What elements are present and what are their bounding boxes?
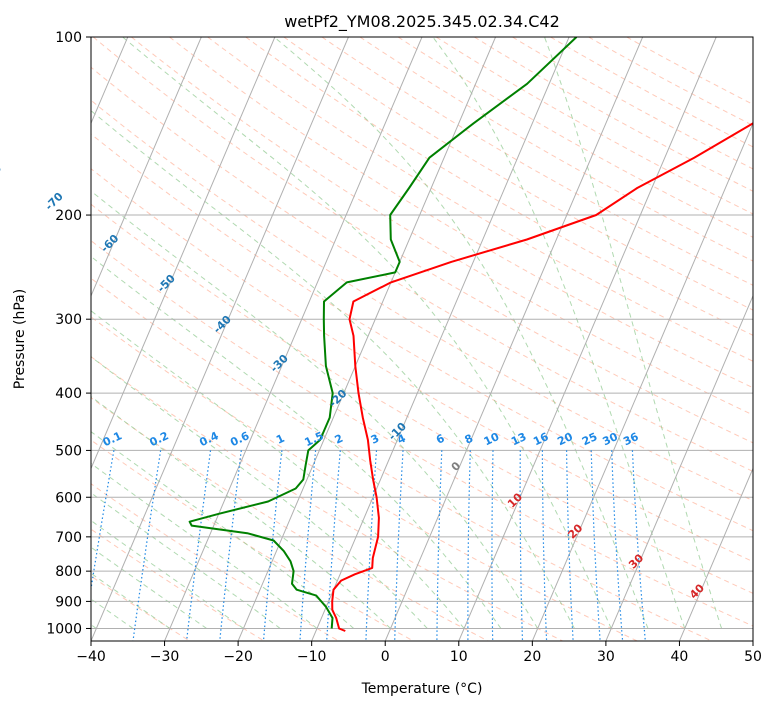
mixing-ratio-line [567,450,574,641]
isotherm-line [91,37,348,641]
y-tick-label: 500 [55,443,82,459]
x-tick-label: 50 [744,649,762,665]
dry-adiabat-line [322,37,775,641]
dry-adiabat-line [131,37,775,641]
x-tick-label: 20 [523,649,541,665]
y-tick-label: 200 [55,208,82,224]
mixing-ratio-label: 0.6 [228,429,251,449]
y-tick-label: 700 [55,530,82,546]
mixing-ratio-line [300,450,316,641]
dry-adiabat-line [512,37,775,641]
isotherm-label: 40 [687,581,707,601]
mixing-ratio-label: 25 [580,430,599,448]
mixing-ratio-line [520,450,522,641]
isotherm-label: -50 [155,272,178,295]
mixing-ratio-line [492,450,493,641]
dry-adiabat-line [360,37,775,641]
background-lines [0,37,775,641]
x-tick-label: −40 [76,649,106,665]
temperature-line [332,37,775,631]
isotherm-label: -20 [326,387,349,410]
x-tick-label: 0 [381,649,390,665]
isotherm-line [238,37,495,641]
mixing-ratio-line [632,450,645,641]
isotherm-label: -30 [268,352,291,375]
mixing-ratio-line [220,450,242,641]
isotherm-label: 10 [505,490,525,510]
isotherm-line [459,37,716,641]
chart-title: wetPf2_YM08.2025.345.02.34.C42 [284,12,560,32]
y-tick-label: 100 [55,30,82,46]
mixing-ratio-label: 0.4 [197,429,220,449]
isotherm-line [312,37,569,641]
mixing-ratio-label: 1 [274,432,286,447]
y-tick-label: 800 [55,564,82,580]
isotherm-line [679,37,775,641]
isotherm-line [385,37,642,641]
x-tick-label: −10 [297,649,327,665]
mixing-ratio-label: 6 [434,432,447,447]
mixing-ratio-label: 20 [555,430,575,448]
mixing-ratio-label: 1.5 [303,429,326,449]
y-tick-label: 900 [55,594,82,610]
mixing-ratio-line [468,450,470,641]
isotherm-label: -60 [98,232,121,255]
moist-adiabat-line [0,37,354,629]
isotherm-label: -80 [0,162,4,185]
x-tick-label: 40 [671,649,689,665]
x-tick-label: 10 [450,649,468,665]
x-axis-label: Temperature (°C) [361,681,483,697]
mixing-ratio-label: 13 [509,430,528,448]
mixing-ratio-label: 0.1 [101,429,124,449]
mixing-ratio-label: 2 [333,432,345,447]
y-axis-label: Pressure (hPa) [12,289,28,389]
mixing-ratio-line [612,450,623,641]
x-tick-label: −20 [223,649,253,665]
isotherm-label: -40 [211,313,234,336]
dry-adiabat-line [0,37,488,641]
dry-adiabat-line [0,37,339,641]
isotherm-line [0,37,201,641]
isotherm-label: 30 [626,551,646,571]
dry-adiabat-line [0,37,775,641]
dry-adiabat-line [284,37,775,641]
moist-adiabat-line [274,37,648,629]
dry-adiabat-line [170,37,775,641]
mixing-ratio-label: 36 [621,430,641,448]
mixing-ratio-line [437,450,442,641]
dry-adiabat-line [208,37,775,641]
mixing-ratio-line [591,450,600,641]
mixing-ratio-label: 10 [482,430,502,448]
y-tick-label: 600 [55,490,82,506]
y-tick-label: 300 [55,312,82,328]
moist-adiabat-line [0,37,280,629]
moist-adiabat-line [0,37,207,629]
dry-adiabat-line [0,37,413,641]
mixing-ratio-label: 0.2 [148,429,171,449]
dry-adiabat-line [0,37,563,641]
x-tick-label: −30 [150,649,180,665]
y-tick-label: 400 [55,386,82,402]
mixing-ratio-line [187,450,211,641]
x-tick-label: 30 [597,649,615,665]
y-tick-label: 1000 [46,621,82,637]
moist-adiabat-line [7,37,574,629]
dry-adiabat-line [0,37,712,641]
moist-adiabat-line [123,37,612,629]
isotherm-line [753,37,775,641]
sounding-series [190,37,775,631]
